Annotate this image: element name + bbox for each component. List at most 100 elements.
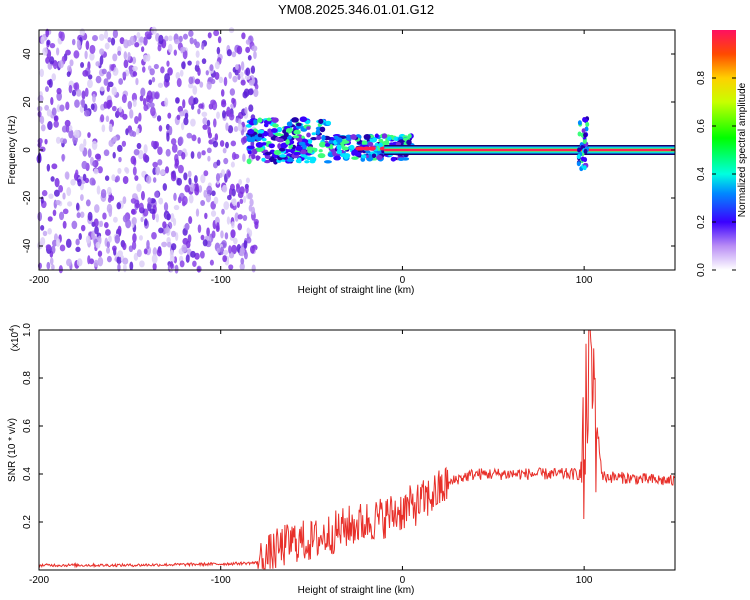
scatter-blob [297, 136, 303, 143]
noise-dot [229, 113, 235, 121]
noise-dot [107, 37, 112, 43]
noise-dot [106, 247, 111, 254]
noise-dot [182, 49, 188, 60]
noise-dot [193, 97, 199, 105]
noise-dot [117, 167, 122, 175]
noise-dot [136, 142, 142, 150]
noise-dot [89, 52, 95, 61]
noise-dot [237, 73, 241, 81]
noise-dot [131, 217, 137, 225]
noise-dot [231, 188, 236, 197]
noise-dot [164, 97, 169, 108]
noise-dot [199, 250, 205, 259]
noise-dot [182, 33, 188, 40]
scatter-blob [306, 156, 312, 161]
noise-dot [40, 236, 46, 246]
scatter-blob [278, 147, 286, 152]
noise-dot [179, 69, 184, 77]
noise-dot [44, 86, 49, 92]
colorbar-ticks: 0.0 0.2 0.4 0.6 0.8 [696, 71, 736, 277]
noise-dot [151, 26, 157, 35]
burst-blob [582, 165, 587, 171]
noise-dot [171, 143, 178, 153]
noise-dot [245, 185, 249, 194]
noise-dot [149, 68, 155, 76]
burst-blob [582, 138, 587, 144]
scatter-blob [363, 134, 371, 140]
noise-dot [135, 202, 140, 209]
noise-dot [129, 129, 135, 137]
noise-dot [116, 202, 122, 210]
noise-dot [236, 201, 240, 208]
snr-x-tick-label: -200 [29, 575, 49, 586]
noise-dot [197, 224, 202, 234]
noise-dot [226, 216, 231, 225]
noise-dot [68, 84, 73, 94]
noise-dot [228, 71, 232, 79]
noise-dot [122, 113, 128, 120]
noise-dot [118, 106, 123, 113]
noise-dot [56, 87, 62, 95]
noise-dot [234, 212, 239, 222]
noise-dot [178, 35, 183, 43]
noise-dot [152, 177, 157, 183]
noise-dot [121, 94, 127, 104]
noise-dot [162, 221, 167, 229]
noise-dot [98, 33, 105, 41]
noise-dot [154, 92, 160, 99]
noise-dot [37, 211, 43, 222]
scatter-blob [318, 118, 324, 124]
noise-dot [149, 102, 155, 108]
noise-dot [113, 216, 118, 223]
noise-dot [123, 263, 127, 273]
noise-dot [83, 109, 90, 117]
noise-dot [231, 51, 237, 58]
scatter-blob [345, 134, 352, 141]
noise-dot [97, 166, 103, 174]
noise-dot [134, 42, 140, 48]
scatter-blob [261, 157, 266, 162]
noise-dot [65, 49, 71, 56]
noise-dot [248, 204, 253, 212]
noise-dot [164, 73, 171, 83]
noise-dot [51, 107, 57, 116]
spectrogram-x-tick-label: 0 [400, 275, 406, 286]
noise-dot [89, 177, 96, 186]
noise-dot [152, 262, 157, 271]
scatter-blob [255, 155, 260, 161]
scatter-blob [365, 150, 371, 154]
noise-dot [201, 42, 205, 50]
noise-dot [222, 110, 226, 119]
noise-dot [245, 177, 250, 184]
noise-dot [231, 97, 235, 104]
scatter-blob [374, 133, 379, 139]
noise-dot [127, 100, 133, 110]
scatter-blob [324, 136, 331, 140]
noise-dot [220, 100, 227, 108]
noise-dot [210, 210, 217, 217]
scatter-blob [371, 153, 377, 158]
noise-dot [76, 89, 82, 97]
noise-dot [230, 230, 236, 239]
noise-dot [158, 125, 163, 132]
noise-dot [217, 36, 222, 44]
scatter-blob [325, 120, 332, 126]
noise-dot [37, 153, 42, 163]
noise-dot [190, 250, 196, 258]
noise-dot [123, 59, 129, 69]
noise-dot [136, 127, 140, 135]
noise-dot [46, 163, 51, 172]
noise-dot [207, 32, 212, 39]
noise-dot [240, 257, 245, 265]
scatter-blob [381, 133, 388, 139]
noise-dot [42, 47, 48, 56]
scatter-blob [266, 117, 272, 122]
noise-dot [142, 97, 147, 107]
noise-dot [170, 173, 177, 182]
scatter-blob [286, 121, 293, 127]
noise-dot [97, 256, 104, 267]
noise-dot [249, 198, 254, 207]
noise-dot [132, 71, 138, 77]
noise-dot [216, 222, 220, 231]
noise-dot [152, 161, 158, 168]
